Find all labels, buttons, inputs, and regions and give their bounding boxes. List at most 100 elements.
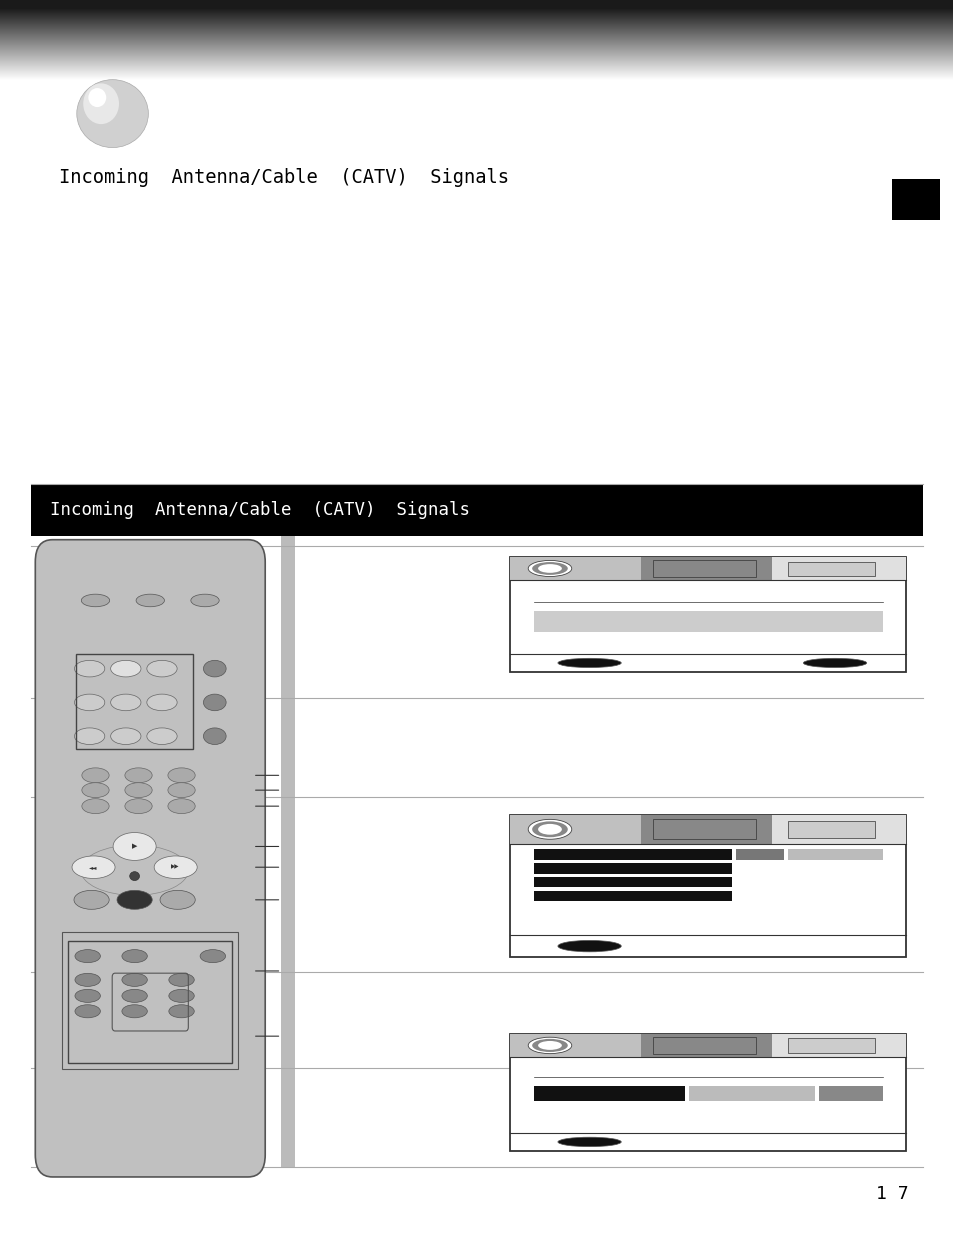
Ellipse shape	[558, 1137, 620, 1146]
Ellipse shape	[111, 694, 141, 710]
Bar	[891, 179, 939, 220]
Bar	[510, 1034, 640, 1057]
Ellipse shape	[528, 561, 571, 577]
Bar	[534, 850, 731, 860]
Ellipse shape	[191, 594, 219, 606]
Bar	[510, 1034, 905, 1151]
Bar	[652, 819, 755, 840]
Bar	[510, 557, 640, 580]
Ellipse shape	[74, 727, 105, 745]
Ellipse shape	[160, 890, 195, 909]
Bar	[787, 821, 874, 839]
Text: 1 7: 1 7	[875, 1186, 907, 1203]
Ellipse shape	[528, 819, 571, 840]
Bar	[771, 1034, 905, 1057]
Ellipse shape	[83, 84, 119, 125]
Bar	[281, 536, 294, 1167]
Ellipse shape	[75, 1005, 100, 1018]
Ellipse shape	[802, 658, 865, 668]
Ellipse shape	[558, 940, 620, 952]
Ellipse shape	[130, 872, 139, 881]
Ellipse shape	[558, 658, 620, 668]
Text: ▶: ▶	[132, 844, 137, 850]
Ellipse shape	[122, 950, 147, 962]
Ellipse shape	[122, 1005, 147, 1018]
Bar	[62, 932, 238, 1068]
Bar	[68, 941, 233, 1063]
Ellipse shape	[82, 783, 109, 798]
Bar	[510, 815, 905, 957]
FancyBboxPatch shape	[35, 540, 265, 1177]
Ellipse shape	[113, 832, 156, 861]
Ellipse shape	[81, 594, 110, 606]
Ellipse shape	[537, 564, 561, 573]
Bar	[0, 0, 953, 9]
Bar	[510, 815, 640, 844]
Ellipse shape	[125, 799, 152, 814]
Ellipse shape	[75, 950, 100, 962]
Bar	[652, 561, 755, 577]
Ellipse shape	[168, 783, 195, 798]
Ellipse shape	[74, 661, 105, 677]
Ellipse shape	[147, 727, 177, 745]
Ellipse shape	[169, 989, 194, 1003]
Ellipse shape	[122, 989, 147, 1003]
Ellipse shape	[154, 856, 197, 878]
Ellipse shape	[74, 890, 109, 909]
Ellipse shape	[75, 973, 100, 987]
Ellipse shape	[532, 821, 567, 837]
Ellipse shape	[89, 88, 106, 107]
Ellipse shape	[111, 661, 141, 677]
Bar	[534, 890, 731, 902]
Bar	[640, 815, 771, 844]
Bar	[787, 562, 874, 576]
Ellipse shape	[203, 694, 226, 710]
Ellipse shape	[74, 694, 105, 710]
Bar	[510, 557, 905, 672]
Bar	[640, 557, 771, 580]
Ellipse shape	[111, 727, 141, 745]
Ellipse shape	[82, 768, 109, 783]
Bar	[736, 850, 782, 860]
Ellipse shape	[71, 856, 115, 878]
Bar	[534, 863, 731, 873]
Ellipse shape	[147, 694, 177, 710]
Text: ◄◄: ◄◄	[90, 864, 98, 869]
Ellipse shape	[203, 661, 226, 677]
Ellipse shape	[168, 768, 195, 783]
Bar	[640, 1034, 771, 1057]
Ellipse shape	[147, 661, 177, 677]
Bar	[771, 815, 905, 844]
Text: Incoming  Antenna/Cable  (CATV)  Signals: Incoming Antenna/Cable (CATV) Signals	[59, 168, 509, 188]
Ellipse shape	[203, 727, 226, 745]
Text: ▶▶: ▶▶	[172, 864, 180, 869]
Ellipse shape	[75, 989, 100, 1003]
Bar	[771, 557, 905, 580]
Ellipse shape	[117, 890, 152, 909]
Ellipse shape	[169, 1005, 194, 1018]
Text: Incoming  Antenna/Cable  (CATV)  Signals: Incoming Antenna/Cable (CATV) Signals	[50, 501, 469, 519]
Bar	[652, 1037, 755, 1053]
Ellipse shape	[200, 950, 225, 962]
Ellipse shape	[169, 973, 194, 987]
Ellipse shape	[136, 594, 164, 606]
Bar	[534, 1086, 684, 1102]
Ellipse shape	[125, 768, 152, 783]
Ellipse shape	[122, 973, 147, 987]
Bar	[76, 653, 193, 748]
Ellipse shape	[532, 1039, 567, 1052]
Bar	[787, 1039, 874, 1053]
Bar	[534, 611, 882, 632]
Ellipse shape	[528, 1037, 571, 1053]
Bar	[787, 850, 882, 860]
Bar	[688, 1086, 815, 1102]
Bar	[30, 484, 923, 536]
Ellipse shape	[168, 799, 195, 814]
Ellipse shape	[537, 824, 561, 835]
Ellipse shape	[537, 1041, 561, 1050]
Ellipse shape	[532, 562, 567, 576]
Bar	[819, 1086, 882, 1102]
Ellipse shape	[76, 79, 149, 148]
Bar	[534, 877, 731, 888]
Ellipse shape	[82, 799, 109, 814]
